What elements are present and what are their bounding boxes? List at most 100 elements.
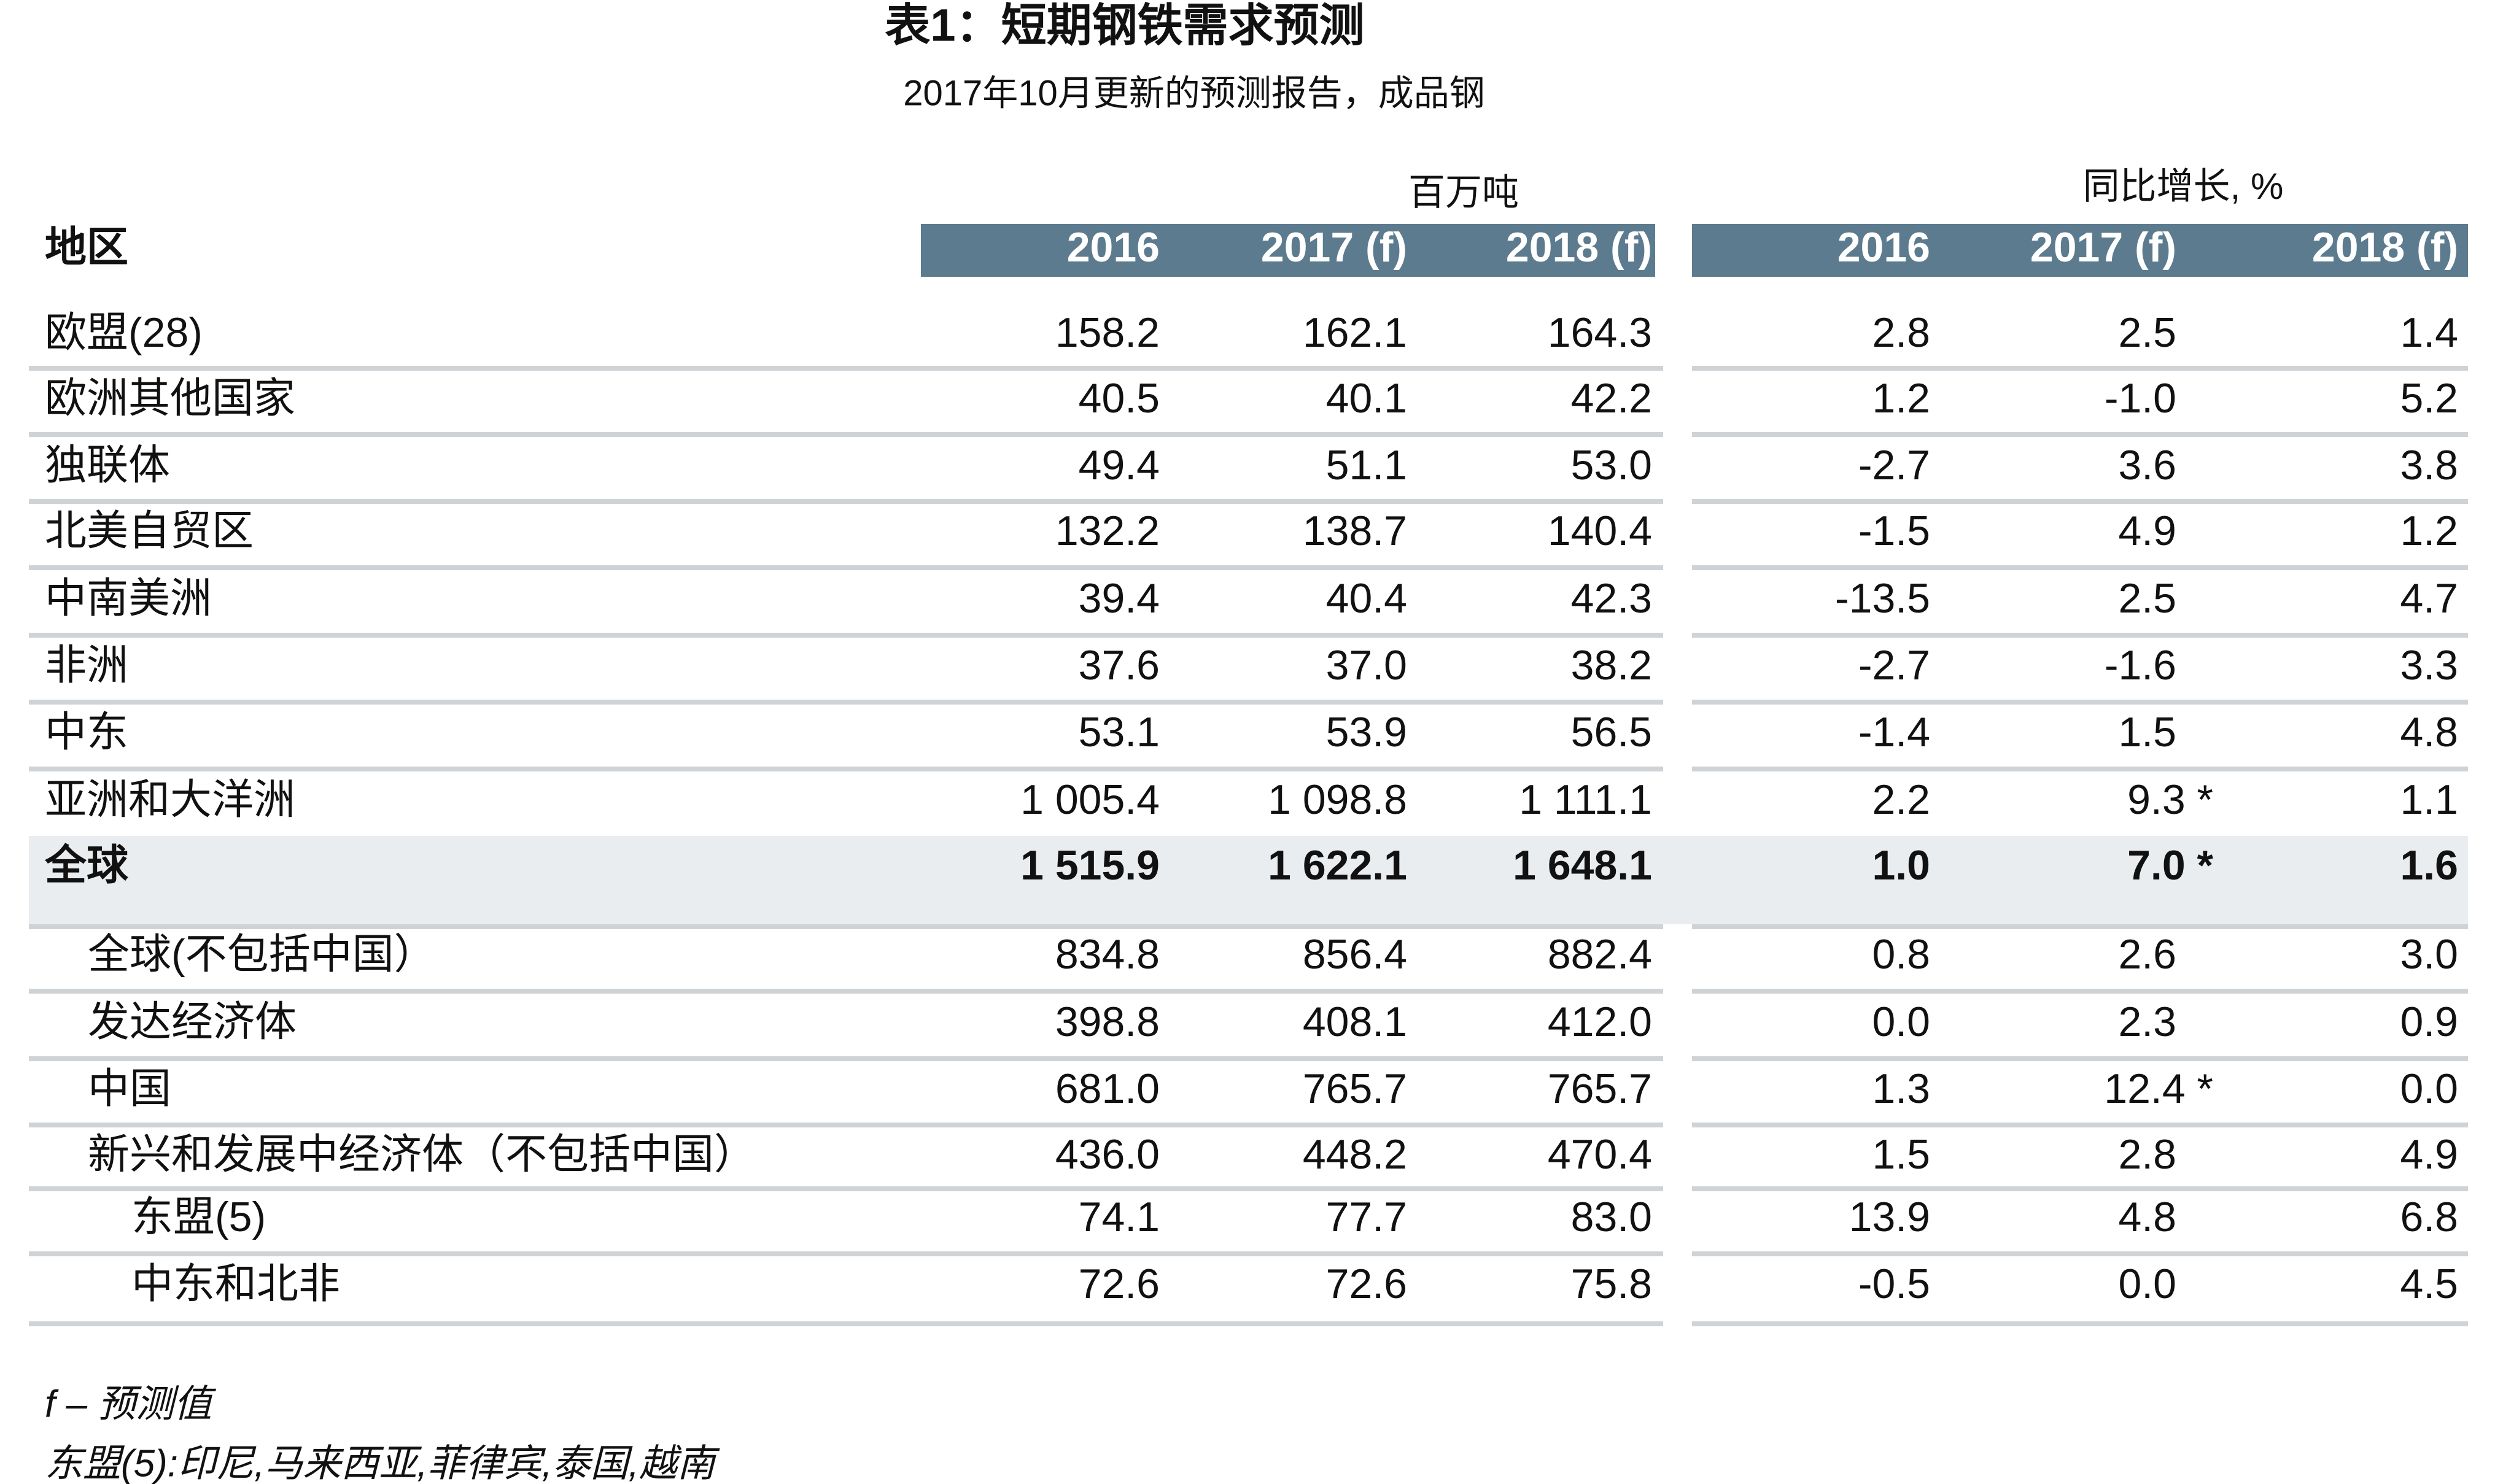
cell: 83.0 xyxy=(1571,1194,1652,1240)
header-bar xyxy=(921,224,1655,277)
note: 东盟(5):印尼,马来西亚,菲律宾,泰国,越南 xyxy=(45,1442,720,1484)
cell: 0.0 xyxy=(2118,1261,2176,1307)
row-label: 东盟(5) xyxy=(131,1194,266,1240)
cell: 1.4 xyxy=(2400,309,2458,356)
cell: 3.3 xyxy=(2400,642,2458,689)
cell: 164.3 xyxy=(1548,309,1652,356)
cell: 77.7 xyxy=(1326,1194,1407,1240)
cell: 56.5 xyxy=(1571,709,1652,756)
cell: 1.5 xyxy=(1872,1131,1930,1178)
cell: 2.8 xyxy=(2118,1131,2176,1178)
subtitle: 2017年10月更新的预测报告，成品钢 xyxy=(903,73,1485,113)
cell: 138.7 xyxy=(1303,508,1407,554)
row-label: 欧盟(28) xyxy=(45,309,203,356)
cell: 2.5 xyxy=(2118,309,2176,356)
cell: 1.2 xyxy=(2400,508,2458,554)
cell: 1 515.9 xyxy=(1020,842,1160,889)
row-label: 独联体 xyxy=(45,442,170,489)
cell: 834.8 xyxy=(1055,931,1160,978)
cell: 53.0 xyxy=(1571,442,1652,489)
cell: 1.1 xyxy=(2400,776,2458,823)
cell: 1.5 xyxy=(2118,709,2176,756)
cell: 53.9 xyxy=(1326,709,1407,756)
row-label: 全球 xyxy=(44,842,129,889)
column-header: 2018 (f) xyxy=(2312,224,2458,271)
row-label: 全球(不包括中国） xyxy=(88,931,436,978)
total-row-background xyxy=(29,836,2468,924)
cell: 4.8 xyxy=(2400,709,2458,756)
cell: 856.4 xyxy=(1303,931,1407,978)
cell: 1 098.8 xyxy=(1268,776,1407,823)
cell: 72.6 xyxy=(1079,1261,1160,1307)
cell: -1.4 xyxy=(1858,709,1930,756)
cell: 37.0 xyxy=(1326,642,1407,689)
cell: -1.6 xyxy=(2105,642,2176,689)
cell: 882.4 xyxy=(1548,931,1652,978)
cell: 1 622.1 xyxy=(1268,842,1407,889)
cell: 448.2 xyxy=(1303,1131,1407,1178)
cell: 4.7 xyxy=(2400,575,2458,622)
cell: 140.4 xyxy=(1548,508,1652,554)
cell: 470.4 xyxy=(1548,1131,1652,1178)
row-label: 北美自贸区 xyxy=(45,508,254,554)
cell: 2.2 xyxy=(1872,776,1930,823)
cell: 3.0 xyxy=(2400,931,2458,978)
row-label: 欧洲其他国家 xyxy=(45,375,295,422)
cell: 42.2 xyxy=(1571,375,1652,422)
cell: 42.3 xyxy=(1571,575,1652,622)
cell: 158.2 xyxy=(1055,309,1160,356)
cell: 0.8 xyxy=(1872,931,1930,978)
row-label: 亚洲和大洋洲 xyxy=(45,776,295,823)
cell: -2.7 xyxy=(1858,442,1930,489)
cell: 51.1 xyxy=(1326,442,1407,489)
cell: 398.8 xyxy=(1055,999,1160,1045)
region-header: 地区 xyxy=(45,224,128,271)
cell: 0.9 xyxy=(2400,999,2458,1045)
column-header: 2016 xyxy=(1837,224,1930,271)
cell: 1.6 xyxy=(2400,842,2458,889)
group-header: 百万吨 xyxy=(1408,172,1519,213)
cell: 2.3 xyxy=(2118,999,2176,1045)
column-header: 2016 xyxy=(1067,224,1160,271)
cell: 681.0 xyxy=(1055,1065,1160,1112)
cell: 9.3 * xyxy=(2127,776,2213,823)
cell: 53.1 xyxy=(1079,709,1160,756)
cell: 4.5 xyxy=(2400,1261,2458,1307)
cell: -2.7 xyxy=(1858,642,1930,689)
cell: 7.0 * xyxy=(2127,842,2213,889)
row-label: 非洲 xyxy=(45,642,128,689)
row-label: 发达经济体 xyxy=(88,999,297,1045)
group-header: 同比增长, % xyxy=(2083,166,2284,207)
cell: 1.2 xyxy=(1872,375,1930,422)
cell: 6.8 xyxy=(2400,1194,2458,1240)
cell: 0.0 xyxy=(1872,999,1930,1045)
cell: 1 111.1 xyxy=(1519,776,1652,823)
row-label: 中南美洲 xyxy=(45,575,212,622)
cell: 412.0 xyxy=(1548,999,1652,1045)
cell: 765.7 xyxy=(1303,1065,1407,1112)
cell: 40.4 xyxy=(1326,575,1407,622)
note: f – 预测值 xyxy=(45,1383,216,1425)
cell: 5.2 xyxy=(2400,375,2458,422)
cell: 4.8 xyxy=(2118,1194,2176,1240)
cell: 2.8 xyxy=(1872,309,1930,356)
cell: -1.5 xyxy=(1858,508,1930,554)
cell: 1 648.1 xyxy=(1513,842,1652,889)
row-label: 中国 xyxy=(88,1065,171,1112)
cell: 12.4 * xyxy=(2104,1065,2213,1112)
cell: -13.5 xyxy=(1835,575,1930,622)
cell: 132.2 xyxy=(1055,508,1160,554)
cell: 39.4 xyxy=(1079,575,1160,622)
title: 表1：短期钢铁需求预测 xyxy=(885,0,1364,51)
cell: 75.8 xyxy=(1571,1261,1652,1307)
cell: 13.9 xyxy=(1849,1194,1930,1240)
cell: 72.6 xyxy=(1326,1261,1407,1307)
cell: 3.8 xyxy=(2400,442,2458,489)
cell: 162.1 xyxy=(1303,309,1407,356)
cell: 1.0 xyxy=(1872,842,1930,889)
cell: 2.5 xyxy=(2118,575,2176,622)
cell: 49.4 xyxy=(1079,442,1160,489)
header-bar xyxy=(1692,224,2468,277)
cell: 2.6 xyxy=(2118,931,2176,978)
